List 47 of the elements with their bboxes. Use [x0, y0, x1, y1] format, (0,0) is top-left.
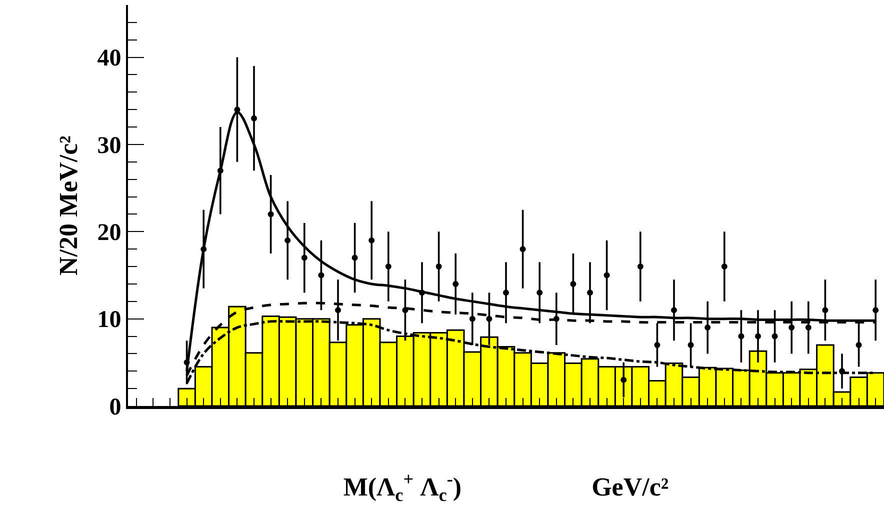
point — [402, 307, 408, 314]
point — [553, 316, 560, 322]
y-tick-label: 0 — [109, 394, 122, 420]
point — [704, 324, 711, 331]
point — [436, 264, 442, 270]
point — [318, 272, 324, 278]
x-axis-title: M(Λ$_{c}$$^{+}$ Λ$_{c}$$^{-}$) GeV/c² — [343, 468, 669, 506]
point — [755, 333, 761, 340]
point — [352, 254, 358, 261]
point — [184, 359, 190, 366]
point — [503, 290, 509, 296]
point — [620, 376, 627, 383]
point — [284, 237, 291, 244]
point — [385, 264, 392, 270]
point — [587, 290, 593, 296]
point — [805, 324, 812, 331]
point — [520, 246, 526, 252]
point — [301, 254, 308, 261]
point — [469, 316, 476, 322]
point — [268, 211, 274, 218]
y-axis-title: N/20 MeV/c² — [54, 135, 84, 276]
point — [856, 342, 862, 348]
y-tick-label: 20 — [97, 220, 122, 246]
point — [721, 264, 728, 270]
point — [788, 324, 795, 331]
point — [335, 307, 341, 314]
point — [772, 333, 778, 340]
point — [452, 280, 459, 287]
point — [604, 272, 610, 278]
point — [486, 316, 492, 322]
y-tick-label: 40 — [97, 46, 122, 72]
point — [251, 115, 257, 122]
point — [368, 237, 375, 244]
y-tick-label: 10 — [97, 307, 122, 334]
point — [822, 307, 828, 314]
point — [536, 290, 543, 296]
point — [738, 333, 744, 340]
point — [200, 246, 207, 252]
y-tick-label: 30 — [97, 132, 122, 159]
point — [217, 168, 224, 174]
point — [570, 280, 576, 287]
point — [637, 264, 644, 270]
point — [688, 342, 694, 348]
point — [654, 342, 660, 348]
point — [872, 307, 879, 314]
point — [419, 290, 425, 296]
point — [671, 307, 677, 314]
